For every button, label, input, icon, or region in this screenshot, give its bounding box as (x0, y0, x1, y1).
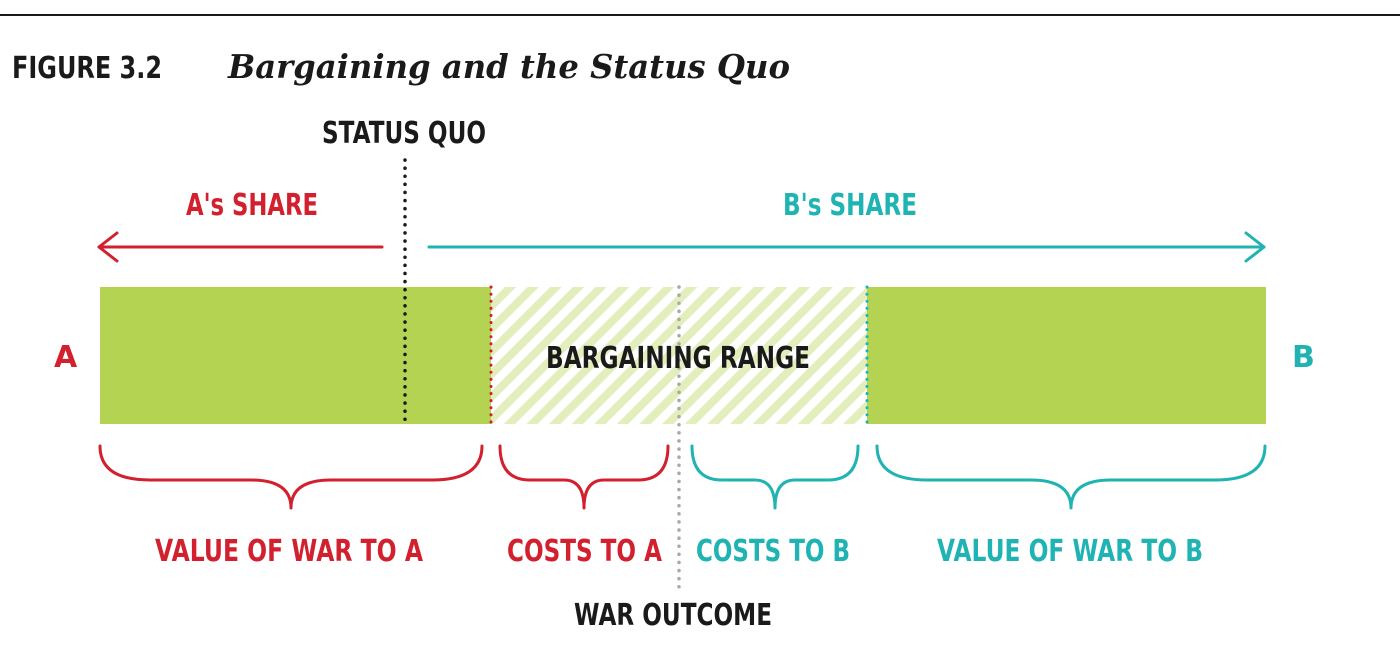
value-of-war-a-segment (100, 287, 491, 424)
endpoint-a-label: A (54, 340, 78, 375)
costs-to-a-label: COSTS TO A (507, 534, 663, 569)
figure-title: Bargaining and the Status Quo (227, 47, 790, 86)
value-of-war-b-label: VALUE OF WAR TO B (937, 534, 1203, 569)
costs-to-b-brace (690, 444, 860, 510)
value-of-war-a-label: VALUE OF WAR TO A (155, 534, 424, 569)
value-of-war-b-segment (867, 287, 1266, 424)
figure-number: FIGURE 3.2 (12, 51, 162, 86)
status-quo-label: STATUS QUO (322, 116, 486, 151)
b-share-arrow (427, 231, 1266, 263)
endpoint-b-label: B (1292, 340, 1315, 375)
a-share-arrow (97, 231, 384, 263)
a-share-label: A's SHARE (186, 188, 318, 223)
war-outcome-label: WAR OUTCOME (574, 598, 772, 633)
costs-to-b-label: COSTS TO B (696, 534, 850, 569)
value-of-war-a-brace (98, 444, 484, 510)
b-share-label: B's SHARE (783, 188, 917, 223)
bargaining-range-label: BARGAINING RANGE (546, 341, 810, 376)
costs-to-a-brace (498, 444, 670, 510)
value-of-war-b-brace (875, 444, 1267, 510)
